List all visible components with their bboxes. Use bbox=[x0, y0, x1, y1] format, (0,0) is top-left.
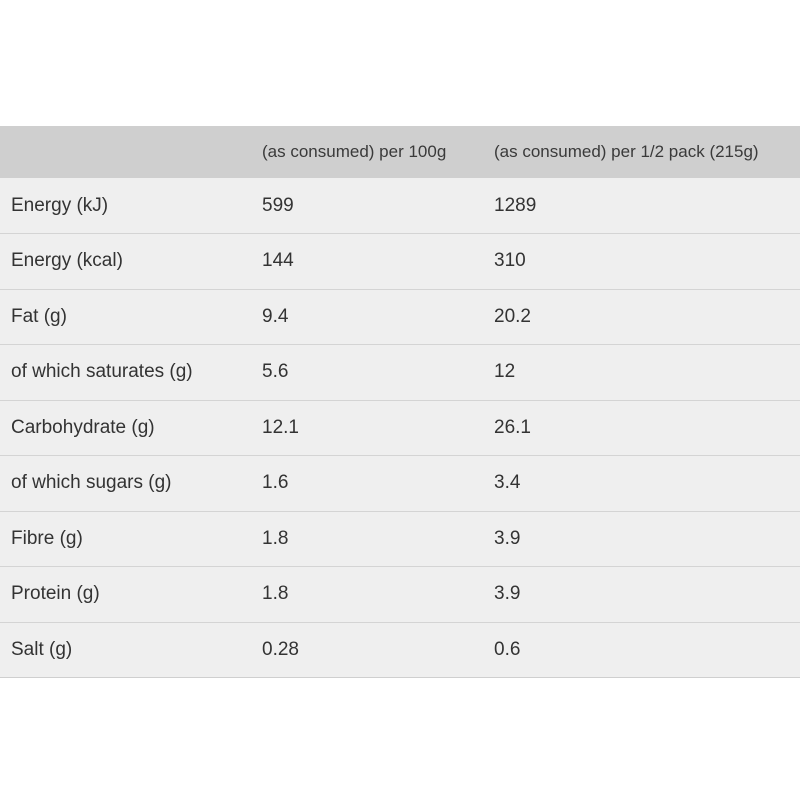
value-per-half-pack: 3.4 bbox=[494, 472, 521, 494]
value-per-half-pack: 3.9 bbox=[494, 527, 521, 549]
value-per-half-pack: 20.2 bbox=[494, 305, 531, 327]
table-row: Energy (kJ) 599 1289 bbox=[0, 178, 800, 234]
nutrient-name: Energy (kJ) bbox=[11, 194, 109, 216]
value-per-half-pack: 1289 bbox=[494, 194, 537, 216]
value-per-half-pack: 12 bbox=[494, 361, 516, 383]
value-per-100g: 1.8 bbox=[262, 583, 289, 605]
value-per-half-pack: 26.1 bbox=[494, 416, 531, 438]
header-nutrient bbox=[0, 126, 250, 178]
nutrient-name: of which saturates (g) bbox=[11, 361, 193, 383]
nutrition-table: (as consumed) per 100g (as consumed) per… bbox=[0, 126, 800, 678]
table-row: of which sugars (g) 1.6 3.4 bbox=[0, 455, 800, 511]
value-per-100g: 144 bbox=[262, 250, 294, 272]
table-row: of which saturates (g) 5.6 12 bbox=[0, 344, 800, 400]
nutrient-name: Carbohydrate (g) bbox=[11, 416, 155, 438]
value-per-100g: 599 bbox=[262, 194, 294, 216]
value-per-100g: 5.6 bbox=[262, 361, 289, 383]
nutrition-table-body: Energy (kJ) 599 1289 Energy (kcal) 144 3… bbox=[0, 178, 800, 678]
nutrient-name: Salt (g) bbox=[11, 638, 73, 660]
value-per-100g: 9.4 bbox=[262, 305, 289, 327]
value-per-half-pack: 310 bbox=[494, 250, 526, 272]
header-per-100g: (as consumed) per 100g bbox=[262, 142, 447, 161]
header-per-half-pack: (as consumed) per 1/2 pack (215g) bbox=[494, 142, 759, 161]
nutrient-name: Protein (g) bbox=[11, 583, 100, 605]
table-row: Protein (g) 1.8 3.9 bbox=[0, 566, 800, 622]
nutrition-table-header: (as consumed) per 100g (as consumed) per… bbox=[0, 126, 800, 178]
table-row: Fat (g) 9.4 20.2 bbox=[0, 289, 800, 345]
value-per-100g: 12.1 bbox=[262, 416, 299, 438]
nutrient-name: Fat (g) bbox=[11, 305, 67, 327]
nutrient-name: of which sugars (g) bbox=[11, 472, 172, 494]
nutrient-name: Energy (kcal) bbox=[11, 250, 123, 272]
table-row: Carbohydrate (g) 12.1 26.1 bbox=[0, 400, 800, 456]
header-row: (as consumed) per 100g (as consumed) per… bbox=[0, 126, 800, 178]
value-per-half-pack: 3.9 bbox=[494, 583, 521, 605]
table-row: Fibre (g) 1.8 3.9 bbox=[0, 511, 800, 567]
value-per-half-pack: 0.6 bbox=[494, 638, 521, 660]
table-row: Energy (kcal) 144 310 bbox=[0, 233, 800, 289]
table-row: Salt (g) 0.28 0.6 bbox=[0, 622, 800, 678]
value-per-100g: 1.6 bbox=[262, 472, 289, 494]
value-per-100g: 1.8 bbox=[262, 527, 289, 549]
value-per-100g: 0.28 bbox=[262, 638, 299, 660]
nutrient-name: Fibre (g) bbox=[11, 527, 83, 549]
